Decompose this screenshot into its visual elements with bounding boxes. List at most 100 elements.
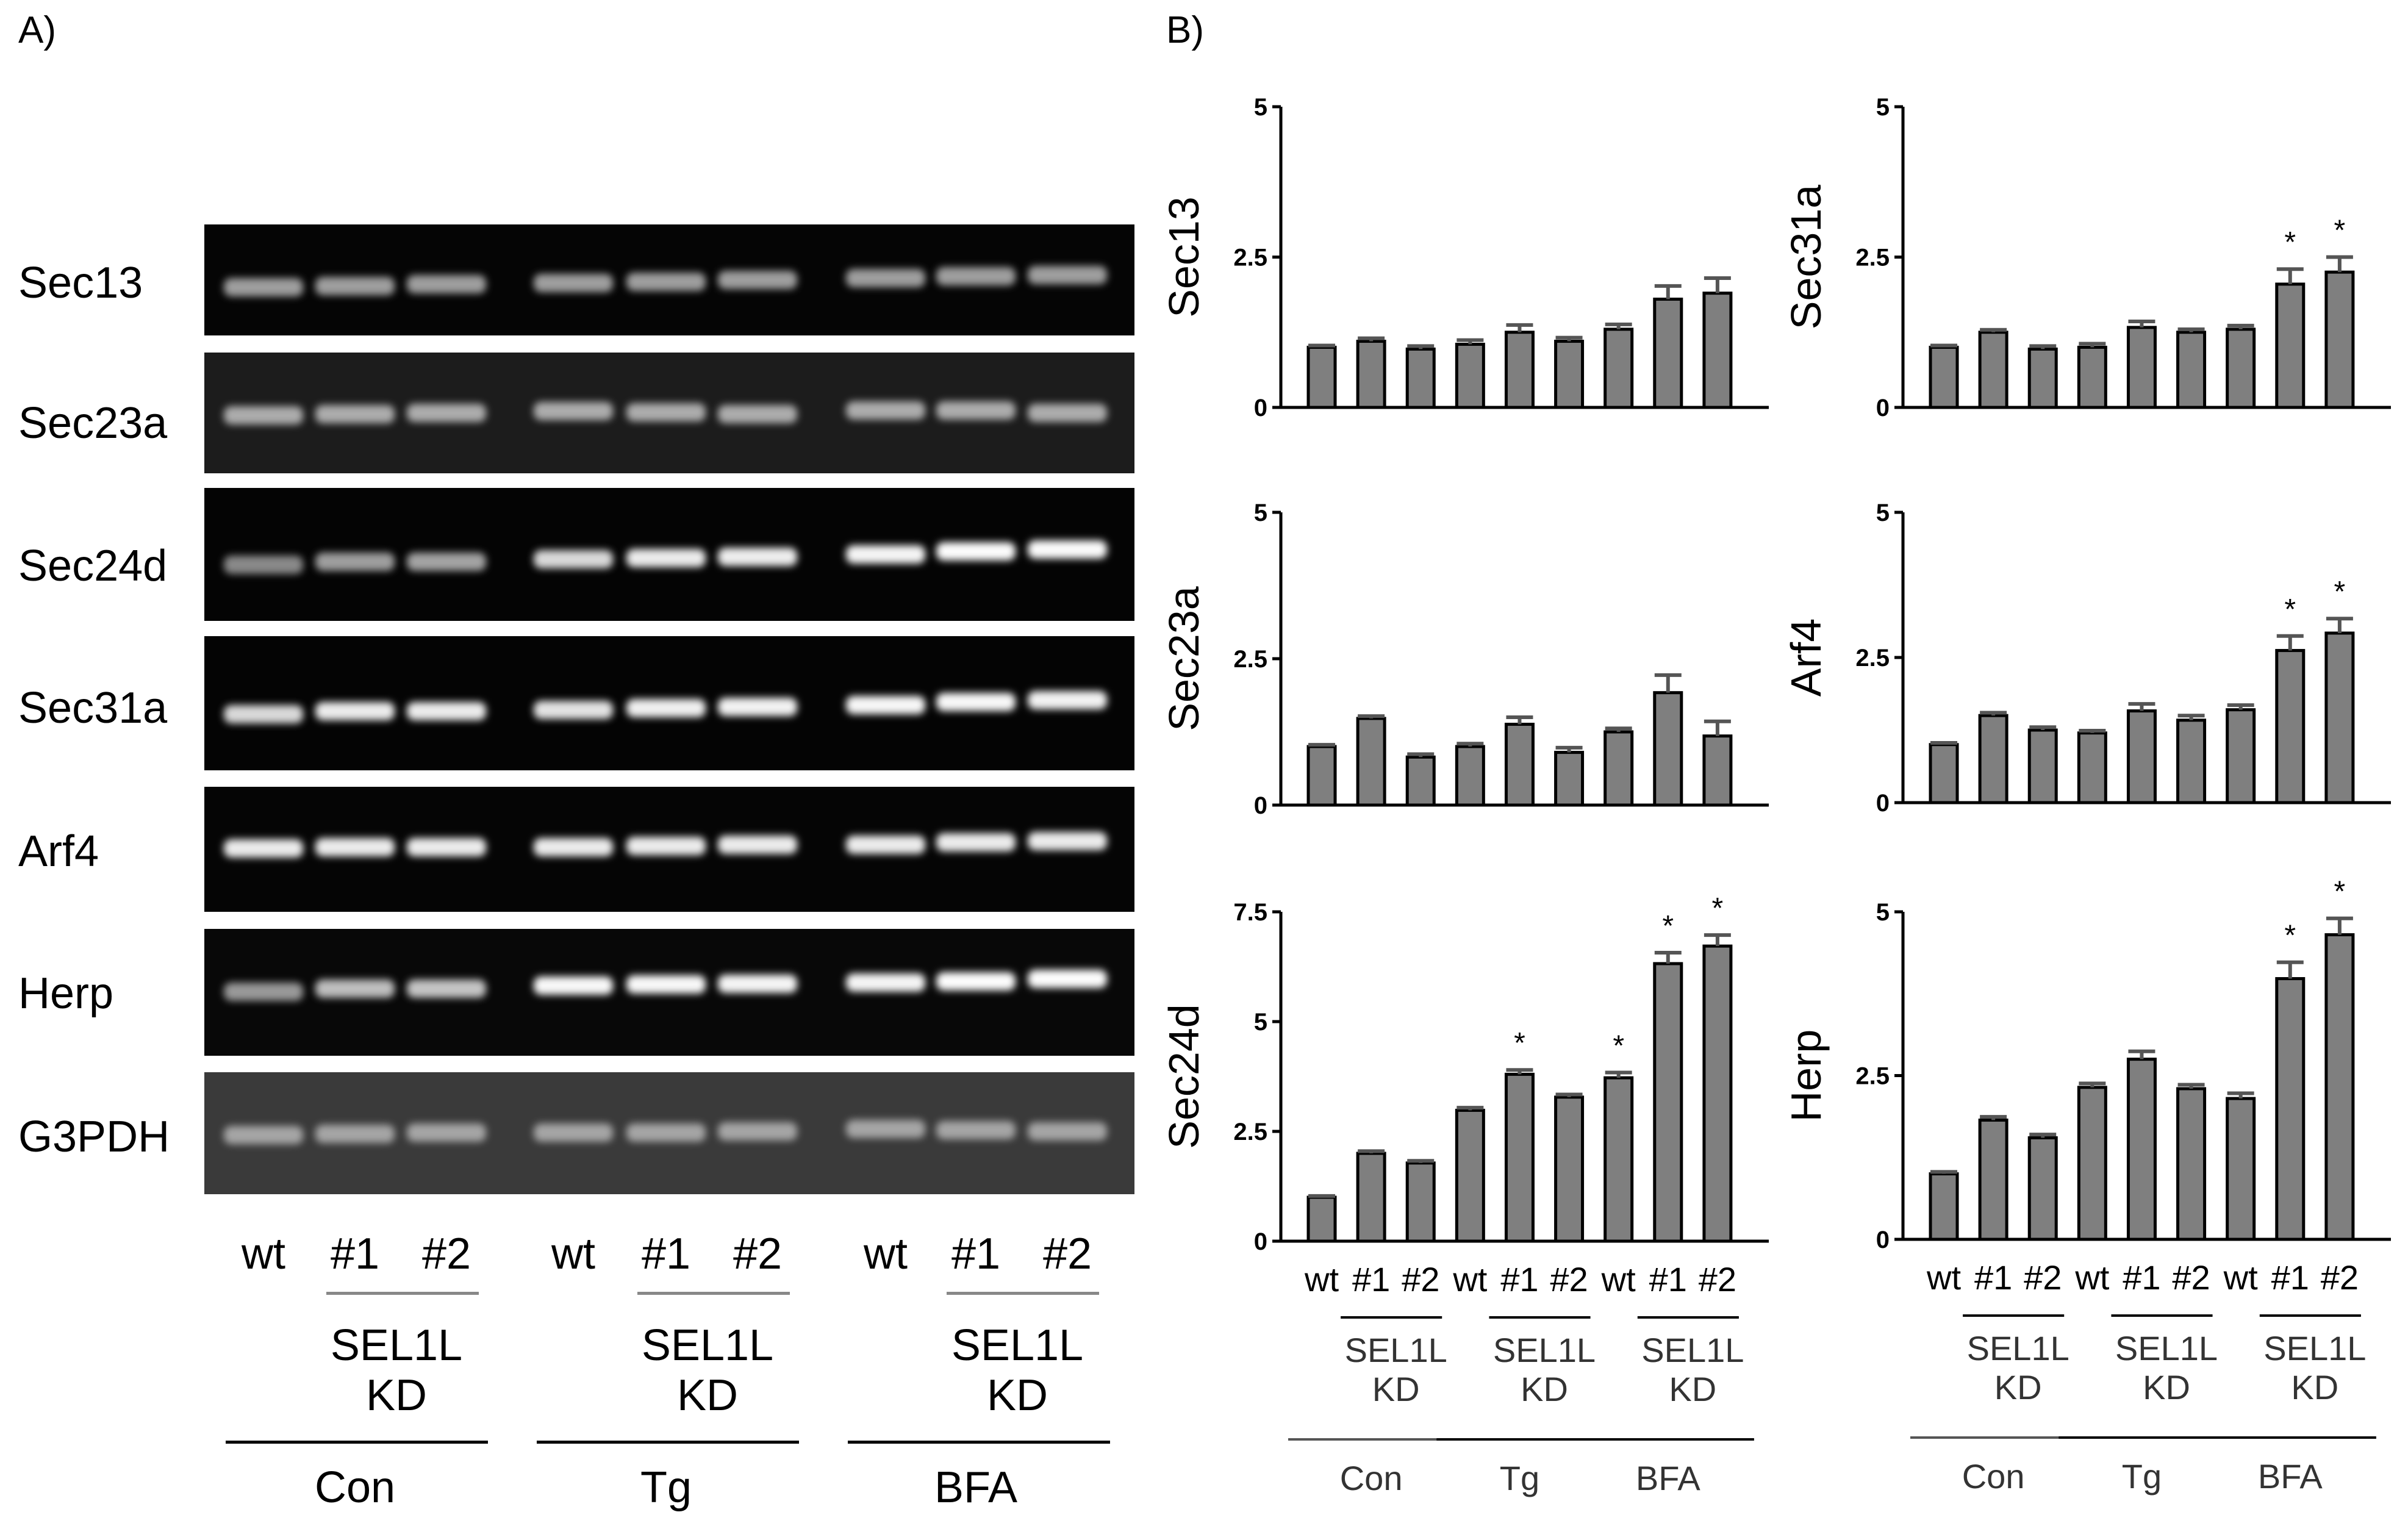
lane-label: wt bbox=[864, 1230, 908, 1278]
gel-label-sec23a: Sec23a bbox=[18, 399, 168, 448]
y-axis-label: Sec31a bbox=[1782, 185, 1830, 329]
significance-marker: * bbox=[2284, 226, 2296, 259]
gel-band bbox=[1028, 832, 1107, 850]
lane-label: #2 bbox=[421, 1230, 471, 1278]
significance-marker: * bbox=[2284, 593, 2296, 626]
bar bbox=[2275, 649, 2306, 804]
kd-label: SEL1L bbox=[1493, 1331, 1596, 1369]
category-label: #1 bbox=[1500, 1260, 1538, 1299]
gel-band bbox=[718, 548, 797, 566]
gel-band bbox=[407, 702, 486, 720]
bar bbox=[2126, 1058, 2157, 1241]
y-tick-label: 2.5 bbox=[1855, 1063, 1890, 1090]
gel-band bbox=[224, 839, 303, 858]
gel-band bbox=[626, 837, 706, 855]
kd-label: KD bbox=[2291, 1368, 2338, 1406]
category-label: #2 bbox=[1699, 1260, 1736, 1299]
category-label: #2 bbox=[2024, 1258, 2062, 1297]
bar bbox=[1702, 734, 1733, 807]
category-label: wt bbox=[1926, 1258, 1961, 1297]
bar bbox=[2275, 977, 2306, 1241]
gel-band bbox=[1028, 266, 1107, 284]
group-bracket-line bbox=[848, 1441, 1110, 1444]
gel-band bbox=[718, 1122, 797, 1141]
y-tick-label: 0 bbox=[1876, 1227, 1890, 1253]
group-bracket-line bbox=[226, 1441, 488, 1444]
gel-band bbox=[718, 975, 797, 993]
bar bbox=[2324, 933, 2355, 1241]
kd-bracket-line bbox=[326, 1292, 479, 1295]
bar bbox=[1405, 347, 1436, 409]
bar bbox=[2077, 1086, 2107, 1241]
gel-band bbox=[936, 267, 1016, 285]
gel-band bbox=[626, 549, 706, 567]
gel-band bbox=[407, 553, 486, 571]
bar bbox=[1455, 745, 1485, 807]
gel-label-sec24d: Sec24d bbox=[18, 542, 168, 590]
chart-sec23a: 0 2.5 5 Sec23a bbox=[1160, 500, 1769, 819]
gel-band bbox=[1028, 540, 1107, 559]
gel-band bbox=[315, 1125, 395, 1143]
bar bbox=[1356, 1152, 1386, 1243]
bar bbox=[1405, 755, 1436, 807]
gel-band bbox=[936, 972, 1016, 990]
bar bbox=[1978, 331, 2008, 409]
bar bbox=[1504, 1072, 1535, 1243]
gel-band bbox=[534, 701, 613, 719]
significance-marker: * bbox=[1514, 1027, 1525, 1059]
bar bbox=[1504, 331, 1535, 409]
category-label: #2 bbox=[1550, 1260, 1588, 1299]
gel-band bbox=[846, 1120, 925, 1138]
kd-label: SEL1L bbox=[2115, 1329, 2218, 1367]
y-tick-label: 2.5 bbox=[1855, 245, 1890, 271]
chart-sec24d: 0 2.5 5 7.5 Sec24d * * * * wt #1 #2 wt #1 #2 wt #1 #2 SEL1… bbox=[1160, 892, 1769, 1497]
bar bbox=[1554, 1095, 1585, 1243]
gel-band bbox=[315, 980, 395, 998]
bar bbox=[1702, 292, 1733, 409]
y-tick-label: 7.5 bbox=[1233, 899, 1267, 926]
significance-marker: * bbox=[2284, 920, 2296, 952]
y-tick-label: 2.5 bbox=[1233, 646, 1267, 673]
kd-label: SEL1L bbox=[2263, 1329, 2366, 1367]
gel-band bbox=[846, 973, 925, 992]
kd-label: SEL1L bbox=[1967, 1329, 2069, 1367]
category-label: #1 bbox=[2271, 1258, 2309, 1297]
gel-band bbox=[626, 1123, 706, 1142]
panel-a-gels: Sec13 Sec23a Sec24d Sec31a Arf4 Herp G3P… bbox=[0, 0, 1159, 1526]
kd-label: SEL1L KD bbox=[330, 1321, 463, 1420]
y-tick-label: 2.5 bbox=[1855, 645, 1890, 672]
bar bbox=[1306, 745, 1337, 807]
bar bbox=[2176, 331, 2207, 409]
y-tick-label: 5 bbox=[1254, 1009, 1267, 1036]
lane-label: wt bbox=[551, 1230, 595, 1278]
gel-band bbox=[846, 401, 925, 420]
lane-label: #2 bbox=[1042, 1230, 1092, 1278]
category-label: wt bbox=[2074, 1258, 2109, 1297]
y-axis-label: Sec24d bbox=[1160, 1004, 1208, 1148]
bar bbox=[2226, 1097, 2256, 1241]
category-label: wt bbox=[1452, 1260, 1487, 1299]
gel-label-sec31a: Sec31a bbox=[18, 684, 168, 733]
y-tick-label: 0 bbox=[1254, 1228, 1267, 1255]
bar bbox=[2126, 709, 2157, 804]
bar bbox=[2176, 718, 2207, 804]
y-tick-label: 5 bbox=[1254, 94, 1267, 121]
y-axis-label: Sec13 bbox=[1160, 196, 1208, 317]
bar bbox=[1702, 944, 1733, 1243]
kd-bracket-line bbox=[947, 1292, 1099, 1295]
gel-band bbox=[224, 705, 303, 723]
group-label: Con bbox=[1340, 1459, 1403, 1497]
bar bbox=[1653, 298, 1683, 409]
gel-image-stack bbox=[204, 224, 1134, 1194]
group-label-con: Con bbox=[314, 1463, 396, 1512]
gel-label-sec13: Sec13 bbox=[18, 259, 143, 307]
group-label: BFA bbox=[2258, 1457, 2323, 1496]
lane-label: #2 bbox=[733, 1230, 783, 1278]
y-tick-label: 0 bbox=[1254, 792, 1267, 819]
y-tick-label: 5 bbox=[1876, 94, 1890, 121]
category-label: wt bbox=[2223, 1258, 2258, 1297]
bar bbox=[1405, 1161, 1436, 1243]
significance-marker: * bbox=[1662, 910, 1674, 942]
bar bbox=[2077, 345, 2107, 409]
